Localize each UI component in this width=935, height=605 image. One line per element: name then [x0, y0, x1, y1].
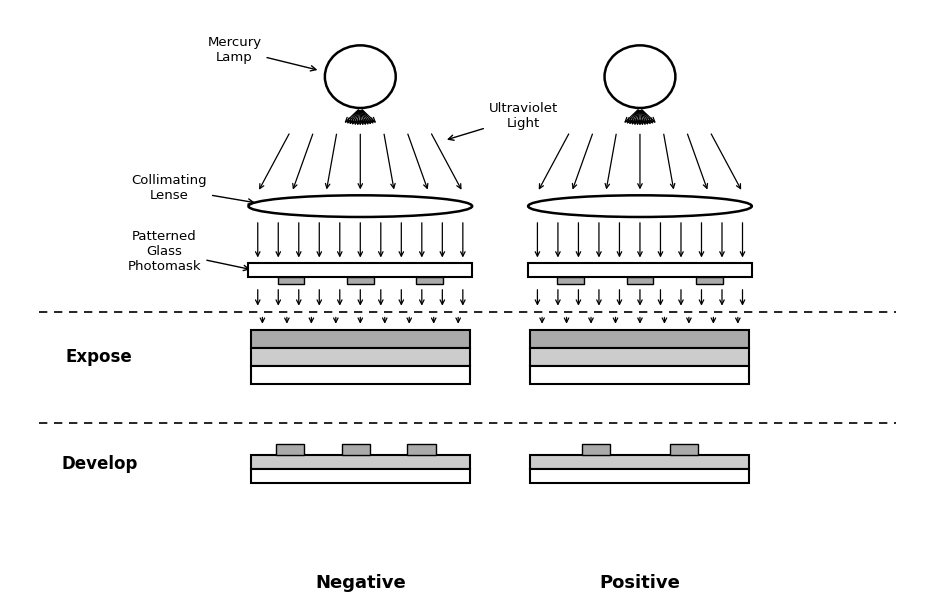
- Ellipse shape: [528, 195, 752, 217]
- Bar: [341, 444, 370, 455]
- Bar: [251, 348, 469, 366]
- Bar: [582, 444, 611, 455]
- Bar: [528, 263, 752, 276]
- Bar: [557, 276, 584, 284]
- Text: Negative: Negative: [315, 574, 406, 592]
- Text: Ultraviolet
Light: Ultraviolet Light: [449, 102, 558, 140]
- Bar: [416, 276, 443, 284]
- Bar: [251, 455, 469, 469]
- Text: Mercury
Lamp: Mercury Lamp: [208, 36, 316, 71]
- Bar: [278, 276, 305, 284]
- Bar: [530, 469, 750, 483]
- Bar: [626, 276, 654, 284]
- Text: Patterned
Glass
Photomask: Patterned Glass Photomask: [128, 230, 249, 273]
- Bar: [249, 263, 472, 276]
- Bar: [669, 444, 698, 455]
- Text: Collimating
Lense: Collimating Lense: [132, 174, 253, 204]
- Bar: [347, 276, 374, 284]
- Bar: [251, 469, 469, 483]
- Text: Expose: Expose: [65, 348, 133, 365]
- Text: Develop: Develop: [61, 454, 137, 473]
- Ellipse shape: [249, 195, 472, 217]
- Bar: [251, 366, 469, 384]
- Bar: [530, 330, 750, 348]
- Bar: [251, 330, 469, 348]
- Text: Positive: Positive: [599, 574, 681, 592]
- Bar: [696, 276, 723, 284]
- Bar: [530, 366, 750, 384]
- Bar: [276, 444, 305, 455]
- Bar: [408, 444, 436, 455]
- Bar: [530, 455, 750, 469]
- Bar: [530, 348, 750, 366]
